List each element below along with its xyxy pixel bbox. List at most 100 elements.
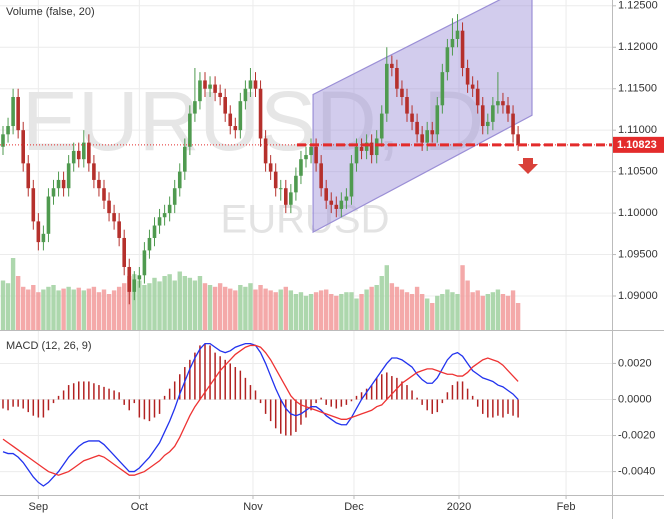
volume-bar — [510, 290, 516, 330]
candle-body — [445, 47, 450, 73]
macd-histogram-bar — [22, 399, 24, 409]
volume-bar — [450, 292, 455, 330]
macd-histogram-bar — [466, 388, 469, 400]
y-tick-label: 1.11000 — [618, 124, 657, 136]
candle-body — [278, 188, 283, 190]
volume-bar — [192, 280, 198, 330]
candle-body — [455, 30, 460, 39]
volume-bar — [26, 289, 31, 330]
volume-bar — [31, 285, 36, 330]
volume-bar — [303, 295, 309, 330]
candle-body — [127, 266, 132, 292]
volume-bar — [409, 294, 415, 330]
candle-body — [92, 163, 96, 180]
volume-bar — [344, 292, 349, 330]
candle-body — [435, 105, 440, 135]
candle-body — [61, 179, 66, 189]
volume-bar — [111, 290, 117, 330]
candle-body — [410, 113, 414, 122]
macd-histogram-bar — [517, 399, 519, 418]
candle-body — [253, 80, 258, 89]
macd-histogram-bar — [300, 399, 302, 425]
volume-bar — [329, 294, 334, 330]
candle-body — [319, 163, 323, 189]
y-tick-label: -0.0020 — [618, 429, 655, 441]
volume-bar — [56, 290, 61, 330]
candle-body — [198, 80, 202, 102]
candle-body — [177, 171, 182, 189]
macd-histogram-bar — [269, 399, 272, 422]
candle-body — [102, 188, 106, 201]
x-tick-label: Sep — [29, 501, 49, 513]
candle-body — [268, 163, 273, 172]
macd-histogram-bar — [451, 385, 454, 400]
volume-bar — [500, 294, 506, 330]
volume-bar — [339, 294, 344, 330]
macd-histogram-bar — [487, 399, 489, 418]
signal-line — [2, 344, 519, 476]
y-tick-label: 0.0020 — [618, 357, 652, 369]
macd-histogram-bar — [103, 386, 105, 400]
candle-body — [395, 67, 399, 89]
candle-body — [243, 88, 248, 102]
volume-bar — [359, 294, 364, 330]
macd-histogram-bar — [386, 372, 388, 400]
macd-histogram-bar — [199, 345, 201, 400]
candle-body — [339, 200, 344, 209]
x-tick-label: Dec — [344, 501, 364, 513]
volume-bar — [394, 286, 400, 330]
macd-histogram-bar — [234, 367, 237, 400]
candle-body — [314, 146, 318, 164]
volume-title: Volume (false, 20) — [6, 6, 95, 18]
y-tick-label: 1.12500 — [618, 0, 658, 12]
candle-body — [218, 92, 222, 98]
candle-body — [51, 188, 56, 197]
macd-histogram-bar — [173, 381, 176, 400]
macd-histogram-bar — [471, 395, 474, 400]
macd-histogram-bar — [320, 397, 322, 400]
macd-histogram-bar — [108, 388, 110, 400]
macd-title: MACD (12, 26, 9) — [6, 340, 92, 352]
macd-histogram-bar — [365, 388, 368, 400]
macd-histogram-bar — [507, 399, 509, 414]
candle-body — [390, 63, 394, 68]
volume-bar — [470, 292, 475, 330]
macd-histogram-bar — [264, 399, 267, 414]
candle-body — [284, 188, 288, 205]
macd-histogram-bar — [345, 399, 348, 405]
candle-body — [157, 217, 162, 226]
volume-bar — [238, 285, 243, 330]
volume-bar — [455, 294, 460, 330]
candle-body — [228, 113, 233, 127]
volume-bar — [162, 276, 167, 330]
macd-histogram-bar — [431, 399, 433, 414]
macd-line — [2, 342, 519, 487]
symbol-watermark: EURUSD — [221, 198, 390, 242]
candle-body — [354, 146, 359, 164]
macd-histogram-bar — [325, 399, 327, 405]
macd-histogram-bar — [416, 397, 418, 400]
volume-bar — [278, 289, 283, 330]
candle-body — [324, 188, 328, 201]
macd-histogram-bar — [401, 381, 403, 400]
volume-bar — [404, 292, 410, 330]
macd-histogram-bar — [492, 399, 494, 418]
macd-histogram-bar — [93, 383, 95, 400]
macd-histogram-bar — [259, 399, 262, 404]
candle-body — [1, 134, 5, 147]
macd-histogram-bar — [335, 399, 338, 409]
candle-body — [213, 84, 217, 93]
macd-histogram-bar — [512, 399, 514, 416]
macd-histogram-bar — [123, 399, 125, 405]
candle-body — [16, 97, 20, 131]
candle-body — [36, 221, 41, 243]
macd-histogram-bar — [148, 399, 151, 422]
macd-histogram-bar — [12, 399, 14, 407]
candle-body — [87, 142, 91, 164]
volume-bar — [369, 286, 374, 330]
candle-layer — [1, 14, 520, 305]
macd-histogram-bar — [98, 385, 100, 400]
candle-body — [132, 279, 137, 292]
volume-bar — [480, 295, 485, 330]
candle-body — [162, 213, 167, 218]
